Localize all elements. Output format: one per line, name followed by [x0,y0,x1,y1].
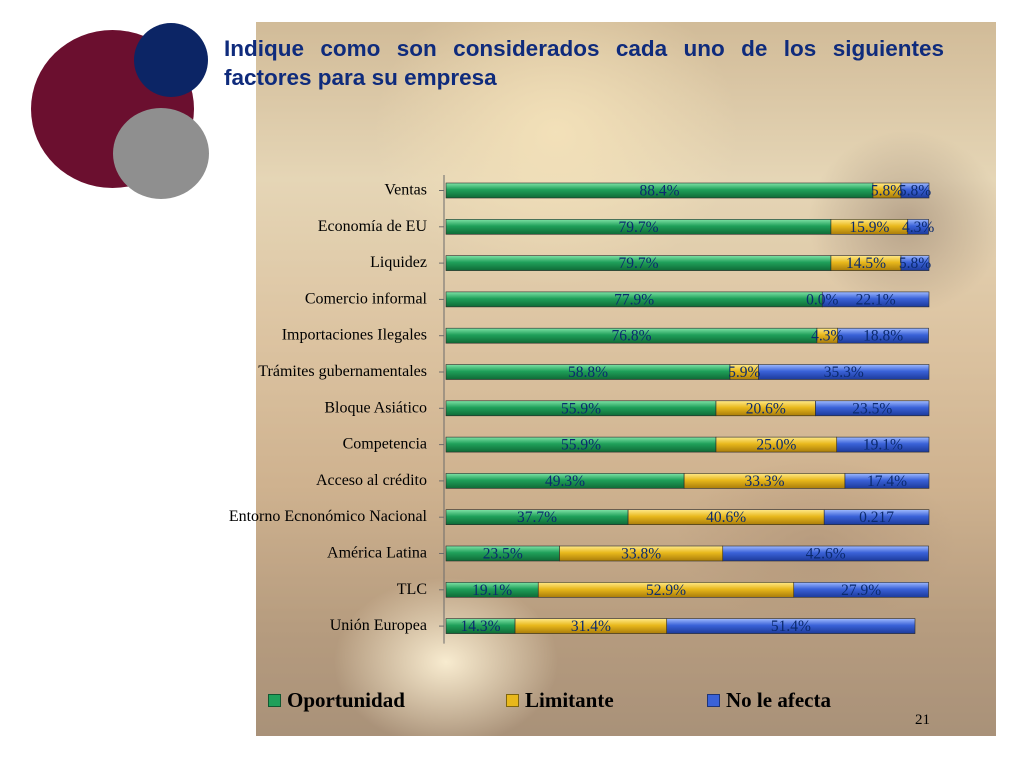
category-label-tramites-gubernamentales: Trámites gubernamentales [258,363,427,380]
data-label-no-le-afecta-bloque-asiatico: 23.5% [852,400,892,417]
legend-swatch-green [268,694,281,707]
data-label-oportunidad-economia-de-eu: 79.7% [618,219,658,236]
category-label-economia-de-eu: Economía de EU [318,218,428,235]
data-label-limitante-tlc: 52.9% [646,582,686,599]
bar-no-le-afecta-competencia [836,436,930,453]
data-label-oportunidad-tramites-gubernamentales: 58.8% [568,364,608,381]
data-label-oportunidad-entorno-ecnonomico-nacional: 37.7% [517,509,557,526]
decorative-circle-gray [113,108,209,199]
data-label-no-le-afecta-entorno-ecnonomico-nacional: 0.217 [859,509,894,526]
legend-swatch-yellow [506,694,519,707]
category-label-america-latina: América Latina [327,545,427,562]
data-label-oportunidad-america-latina: 23.5% [483,546,523,563]
data-label-no-le-afecta-union-europea: 51.4% [771,618,811,635]
bar-no-le-afecta-tlc [793,581,929,598]
data-label-oportunidad-ventas: 88.4% [639,183,679,200]
bar-no-le-afecta-bloque-asiatico [815,400,930,417]
data-label-no-le-afecta-america-latina: 42.6% [806,546,846,563]
category-label-entorno-ecnonomico-nacional: Entorno Ecnonómico Nacional [229,508,428,525]
category-label-liquidez: Liquidez [370,254,427,271]
data-label-limitante-importaciones-ilegales: 4.3% [811,328,843,345]
bar-no-le-afecta-acceso-al-credito [844,473,930,489]
category-label-ventas: Ventas [384,182,427,199]
bar-no-le-afecta-america-latina [722,545,929,562]
category-label-competencia: Competencia [343,436,427,453]
legend-swatch-blue [707,694,720,707]
bar-no-le-afecta-comercio-informal [821,291,930,308]
legend-item-limitante: Limitante [506,688,614,713]
bar-no-le-afecta-importaciones-ilegales [837,327,929,344]
bar-no-le-afecta-economia-de-eu [907,219,929,235]
legend-label-no-le-afecta: No le afecta [726,688,831,712]
category-label-union-europea: Unión Europea [330,617,427,634]
data-label-oportunidad-acceso-al-credito: 49.3% [545,473,585,490]
data-label-limitante-tramites-gubernamentales: 5.9% [728,364,760,381]
data-label-no-le-afecta-comercio-informal: 22.1% [856,291,896,308]
data-label-limitante-union-europea: 31.4% [571,618,611,635]
data-label-limitante-america-latina: 33.8% [621,546,661,563]
decorative-circle-navy [134,23,208,97]
data-label-oportunidad-union-europea: 14.3% [461,618,501,635]
legend-label-oportunidad: Oportunidad [287,688,405,712]
data-label-oportunidad-comercio-informal: 77.9% [614,291,654,308]
data-label-no-le-afecta-liquidez: 5.8% [899,255,931,272]
data-label-limitante-ventas: 5.8% [871,183,903,200]
data-label-no-le-afecta-economia-de-eu: 4.3% [902,219,934,236]
data-label-no-le-afecta-competencia: 19.1% [863,437,903,454]
data-label-oportunidad-liquidez: 79.7% [618,255,658,272]
category-label-acceso-al-credito: Acceso al crédito [316,472,427,489]
category-label-importaciones-ilegales: Importaciones Ilegales [282,327,427,344]
data-label-limitante-competencia: 25.0% [756,437,796,454]
bar-no-le-afecta-tramites-gubernamentales [758,364,930,380]
data-label-no-le-afecta-tlc: 27.9% [841,582,881,599]
data-label-no-le-afecta-importaciones-ilegales: 18.8% [863,328,903,345]
bar-no-le-afecta-union-europea [666,618,916,634]
data-label-no-le-afecta-tramites-gubernamentales: 35.3% [824,364,864,381]
bar-no-le-afecta-ventas [900,182,930,199]
data-label-no-le-afecta-acceso-al-credito: 17.4% [867,473,907,490]
category-label-bloque-asiatico: Bloque Asiático [324,399,427,416]
data-label-oportunidad-bloque-asiatico: 55.9% [561,400,601,417]
data-label-limitante-economia-de-eu: 15.9% [849,219,889,236]
data-label-oportunidad-tlc: 19.1% [472,582,512,599]
page-number: 21 [915,712,930,728]
category-label-comercio-informal: Comercio informal [305,290,428,307]
legend-item-oportunidad: Oportunidad [268,688,405,713]
legend-label-limitante: Limitante [525,688,614,712]
data-label-oportunidad-importaciones-ilegales: 76.8% [611,328,651,345]
data-label-no-le-afecta-ventas: 5.8% [899,183,931,200]
data-label-limitante-bloque-asiatico: 20.6% [746,400,786,417]
data-label-limitante-liquidez: 14.5% [846,255,886,272]
legend-item-no-le-afecta: No le afecta [707,688,831,713]
data-label-limitante-acceso-al-credito: 33.3% [745,473,785,490]
category-label-tlc: TLC [397,581,427,598]
data-label-oportunidad-competencia: 55.9% [561,437,601,454]
bar-no-le-afecta-liquidez [900,255,930,271]
data-label-limitante-comercio-informal: 0.0% [806,291,838,308]
data-label-limitante-entorno-ecnonomico-nacional: 40.6% [706,509,746,526]
bar-no-le-afecta-entorno-ecnonomico-nacional [823,509,930,526]
slide-title: Indique como son considerados cada uno d… [224,36,944,90]
